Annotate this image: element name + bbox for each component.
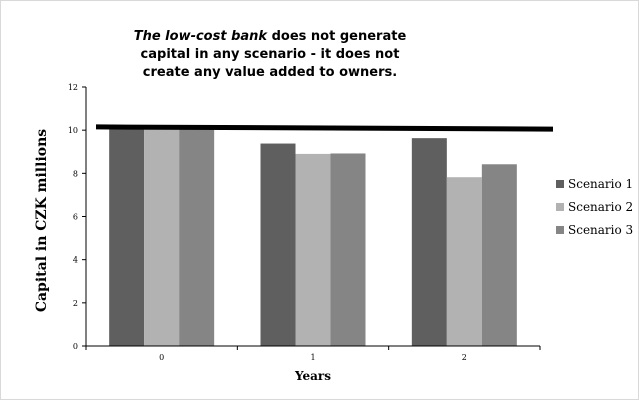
y-tick-label: 10 bbox=[68, 126, 78, 135]
reference-line bbox=[95, 124, 554, 132]
bar-scenario-2-year-0 bbox=[144, 129, 180, 346]
reference-line-group bbox=[95, 124, 554, 132]
legend-swatch bbox=[556, 203, 564, 211]
chart-title-line: The low-cost bank does not generate bbox=[134, 29, 407, 44]
x-tick-label: 1 bbox=[310, 353, 315, 362]
y-tick-label: 8 bbox=[73, 169, 78, 178]
x-tick-label: 2 bbox=[462, 353, 467, 362]
chart-title-line: create any value added to owners. bbox=[143, 65, 397, 80]
x-axis-title: Years bbox=[294, 369, 331, 383]
bar-scenario-3-year-2 bbox=[481, 164, 517, 346]
chart-title-text: does not generate bbox=[267, 29, 406, 44]
chart-title-text: capital in any scenario - it does not bbox=[141, 47, 400, 62]
chart-title-italic: The low-cost bank bbox=[134, 29, 269, 44]
bars bbox=[109, 129, 517, 346]
bar-scenario-1-year-1 bbox=[260, 143, 296, 346]
legend-swatch bbox=[556, 180, 564, 188]
y-tick-label: 2 bbox=[73, 299, 78, 308]
bar-scenario-2-year-1 bbox=[295, 153, 331, 346]
bar-scenario-3-year-0 bbox=[179, 129, 215, 346]
x-tick-label: 0 bbox=[159, 353, 164, 362]
y-tick-label: 0 bbox=[73, 342, 78, 351]
legend-label: Scenario 2 bbox=[568, 200, 633, 214]
chart-title-line: capital in any scenario - it does not bbox=[141, 47, 400, 62]
chart-title: The low-cost bank does not generate capit… bbox=[134, 29, 407, 80]
legend-swatch bbox=[556, 226, 564, 234]
y-tick-label: 4 bbox=[73, 256, 78, 265]
y-tick-label: 12 bbox=[68, 83, 78, 92]
bar-scenario-2-year-2 bbox=[446, 177, 482, 346]
legend: Scenario 1 Scenario 2 Scenario 3 bbox=[556, 177, 633, 237]
legend-label: Scenario 1 bbox=[568, 177, 633, 191]
bar-scenario-3-year-1 bbox=[330, 153, 366, 346]
y-axis-title: Capital in CZK millions bbox=[34, 129, 50, 312]
y-tick-label: 6 bbox=[73, 213, 78, 222]
bar-scenario-1-year-0 bbox=[109, 129, 145, 346]
bar-scenario-1-year-2 bbox=[411, 138, 447, 346]
chart-title-text: create any value added to owners. bbox=[143, 65, 397, 80]
legend-label: Scenario 3 bbox=[568, 223, 633, 237]
